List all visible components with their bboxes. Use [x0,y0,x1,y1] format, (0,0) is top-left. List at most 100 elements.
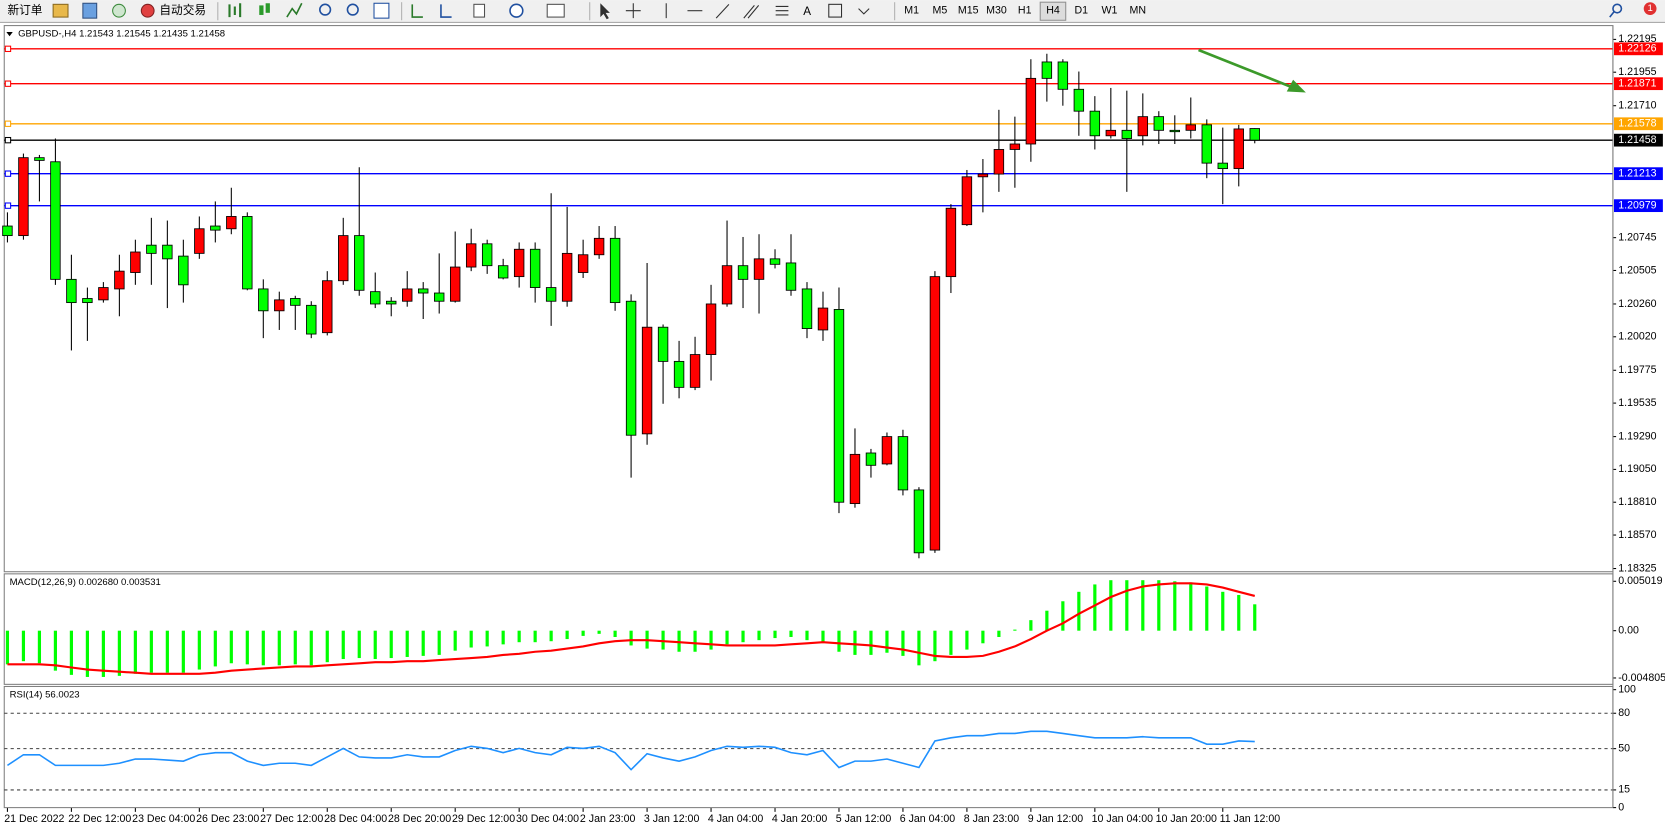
icon-crosshair[interactable] [625,3,641,19]
candle-body [1249,128,1260,141]
macd-signal-line [7,582,1256,675]
macd-bar [613,630,617,637]
x-tick-label: 9 Jan 12:00 [1028,813,1084,825]
price-level-label: 1.21578 [1618,118,1656,130]
y-tick-label: 1.18570 [1618,529,1656,541]
macd-bar [165,630,169,673]
icon-templates[interactable] [546,3,565,18]
macd-bar [245,630,249,665]
candle-body [481,243,493,267]
macd-bar [437,630,441,655]
macd-bar [1029,620,1033,631]
macd-bar [485,630,489,647]
icon-signals[interactable] [112,3,126,18]
macd-bar [981,630,985,644]
y-tick-label: 1.20745 [1618,231,1656,243]
icon-navigator[interactable] [52,3,69,18]
x-tick-label: 10 Jan 20:00 [1156,813,1217,825]
icon-search[interactable] [1612,3,1623,14]
candle-body [1137,116,1149,137]
candle-body [721,265,733,305]
icon-periods[interactable] [509,3,524,18]
candle-body [354,235,365,291]
timeframe-button[interactable]: M5 [933,5,948,17]
macd-bar [997,630,1001,637]
macd-bar [37,630,42,664]
candle-body [769,258,781,265]
x-tick-label: 23 Dec 04:00 [132,813,195,825]
icon-zoom-out[interactable] [346,3,359,16]
icon-zoom-in[interactable] [319,3,332,16]
candle-body [370,291,381,305]
x-tick-label: 11 Jan 12:00 [1220,813,1281,825]
y-tick-label: 100 [1618,683,1636,695]
timeframe-button[interactable]: M30 [986,5,1007,17]
candle-body [82,298,93,304]
x-tick-label: 21 Dec 2022 [4,813,64,825]
candle-body [945,207,957,278]
icon-auto-trading[interactable] [140,3,155,18]
candle-body [66,278,77,304]
macd-bar [1157,580,1161,631]
macd-bar [389,630,393,659]
macd-bar [309,630,313,666]
icon-indicators[interactable] [473,3,486,18]
icon-candles[interactable] [259,5,264,15]
price-level-tag [1613,167,1663,181]
panel-title: GBPUSD-,H4 1.21543 1.21545 1.21435 1.214… [18,29,225,40]
icon-bar-chart[interactable] [228,3,242,18]
candle-body [833,309,845,503]
x-tick-label: 22 Dec 12:00 [68,813,131,825]
timeframe-button[interactable]: H4 [1046,5,1060,17]
timeframe-button[interactable]: W1 [1102,5,1118,17]
candle-body [977,173,989,178]
candle-body [465,243,477,268]
icon-trendline[interactable] [715,3,730,19]
macd-bar [805,630,809,641]
icon-channel[interactable] [743,5,760,19]
candle-body [1169,129,1181,133]
icon-cursor[interactable] [600,3,610,20]
y-tick-label: 0.00 [1618,624,1639,636]
icon-arrows[interactable] [858,8,870,15]
candle-body [625,300,637,436]
timeframe-button[interactable]: M15 [958,5,979,17]
x-tick-label: 29 Dec 12:00 [452,813,515,825]
icon-fibo[interactable] [775,5,789,16]
notification-badge[interactable] [1643,2,1657,15]
timeframe-button[interactable]: D1 [1074,5,1088,17]
price-level-label: 1.21213 [1618,167,1656,179]
y-tick-label: 0.005019 [1618,575,1662,587]
candle-body [785,262,797,291]
candle-body [1105,129,1117,137]
macd-bar [821,630,825,643]
icon-shift[interactable] [440,4,452,18]
candle-body [162,244,173,260]
price-level-tag [1613,77,1663,91]
x-tick-label: 2 Jan 23:00 [580,813,636,825]
candle-body [801,288,813,330]
arrow-head [1286,79,1306,93]
macd-bar [853,630,857,655]
timeframe-button[interactable]: MN [1130,5,1146,17]
candle-body [929,276,941,551]
timeframe-button[interactable]: M1 [904,5,919,17]
price-level-tag [1613,42,1663,56]
y-tick-label: 1.19290 [1618,430,1656,442]
timeframe-button[interactable]: H1 [1018,5,1032,17]
icon-market[interactable] [82,2,98,19]
icon-text-tool[interactable]: A [803,5,811,18]
macd-bar [837,630,841,652]
icon-line-chart[interactable] [286,2,303,18]
auto-trading-button[interactable]: 自动交易 [159,3,206,17]
candle-body [1233,128,1244,170]
new-order-button[interactable]: 新订单 [7,3,42,17]
y-tick-label: 1.19775 [1618,364,1656,376]
icon-tile[interactable] [373,2,390,19]
panel-frame [3,573,1614,685]
macd-bar [469,630,473,648]
icon-label-tool[interactable] [828,3,843,18]
candle-body [338,235,349,282]
icon-autoscroll[interactable] [411,4,423,18]
